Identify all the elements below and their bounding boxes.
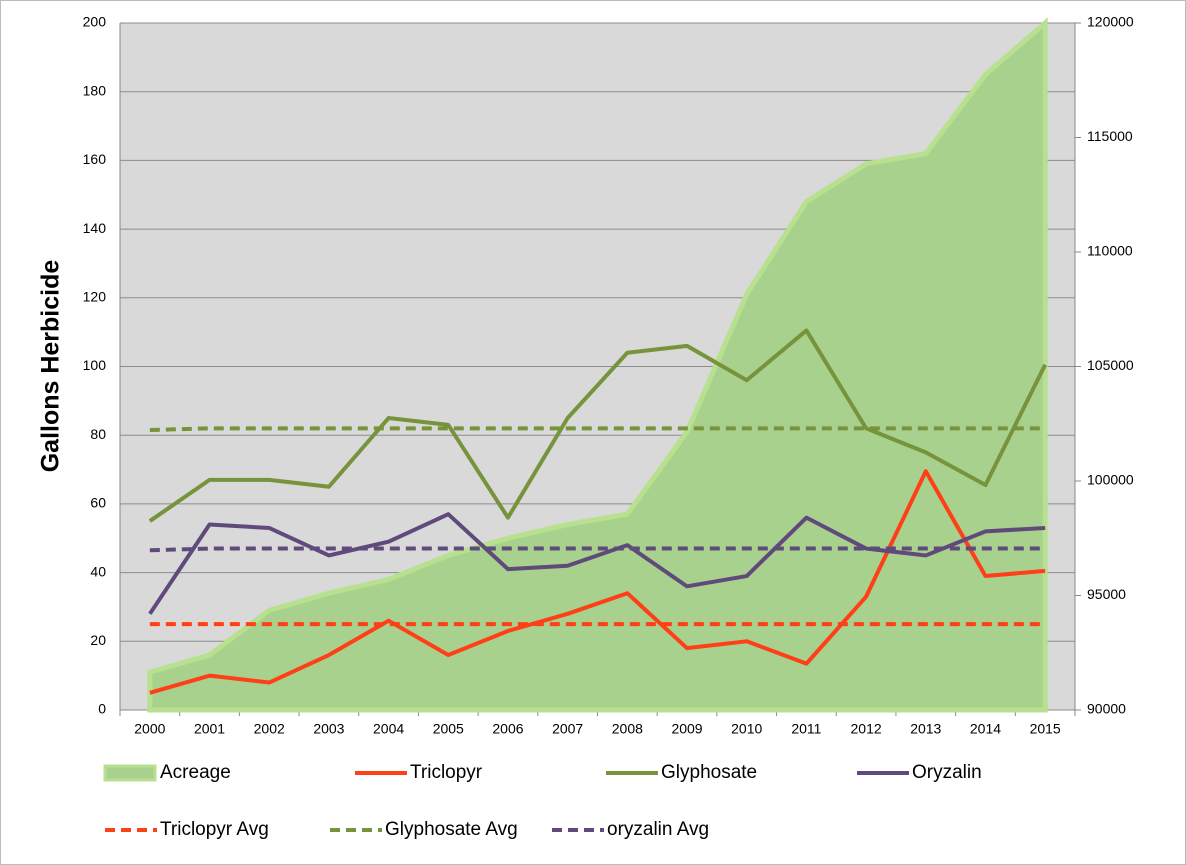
x-tick-label: 2011 [791,721,821,737]
y-tick-label: 180 [83,82,107,98]
y2-tick-label: 105000 [1087,357,1134,373]
x-tick-label: 2008 [612,721,643,737]
x-tick-label: 2002 [254,721,285,737]
legend-label: oryzalin Avg [607,819,709,840]
y2-tick-label: 110000 [1087,243,1133,259]
x-tick-label: 2012 [851,721,882,737]
x-tick-label: 2007 [552,721,583,737]
y-tick-label: 120 [83,289,107,305]
x-tick-label: 2009 [671,721,702,737]
y-tick-label: 80 [90,426,106,442]
y-tick-label: 40 [90,563,106,579]
legend-label: Triclopyr [410,762,483,783]
y-tick-label: 60 [90,495,106,511]
y2-tick-label: 100000 [1087,472,1134,488]
legend-label: Oryzalin [912,762,982,783]
y2-tick-label: 95000 [1087,586,1126,602]
y2-tick-label: 120000 [1087,14,1134,30]
y-tick-label: 200 [83,14,107,30]
line [148,328,1047,523]
y2-tick-label: 90000 [1087,701,1126,717]
y-tick-label: 160 [83,151,107,167]
y-tick-label: 100 [83,357,107,373]
legend-swatch [103,764,157,782]
y2-tick-label: 115000 [1087,128,1133,144]
y-axis-title: Gallons Herbicide [37,260,65,473]
line [148,512,1046,615]
x-tick-label: 2005 [433,721,464,737]
y-tick-label: 20 [90,632,106,648]
x-tick-label: 2006 [492,721,523,737]
x-tick-label: 2010 [731,721,762,737]
line [149,469,1046,695]
legend-label: Acreage [160,762,231,783]
legend-label: Triclopyr Avg [160,819,269,840]
x-tick-label: 2013 [910,721,941,737]
x-tick-label: 2001 [194,721,225,737]
y-tick-label: 140 [83,220,107,236]
x-tick-label: 2000 [134,721,165,737]
x-tick-label: 2015 [1030,721,1061,737]
y-tick-label: 0 [98,701,106,717]
average-line [149,426,1046,433]
legend-label: Glyphosate [661,762,757,783]
area [147,17,1048,713]
average-line [149,546,1046,553]
legend-label: Glyphosate Avg [385,819,518,840]
x-tick-label: 2014 [970,721,1001,737]
x-tick-label: 2003 [313,721,344,737]
x-tick-label: 2004 [373,721,404,737]
